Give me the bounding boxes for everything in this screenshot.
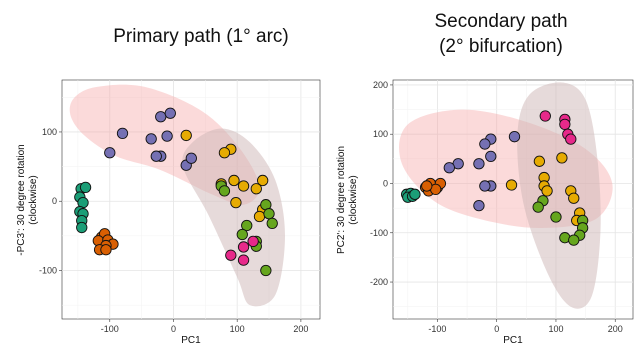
data-point-pink: [539, 110, 551, 122]
y-tick-label: -100: [370, 228, 388, 238]
data-point-yellow: [228, 174, 240, 187]
data-point-purple: [479, 138, 491, 150]
data-point-purple: [508, 131, 521, 143]
data-point-purple: [443, 162, 455, 174]
data-point-purple: [185, 152, 197, 164]
data-point-pink: [225, 249, 237, 261]
data-point-orange: [421, 180, 433, 192]
points-right: [400, 110, 589, 246]
data-point-yellow: [237, 180, 250, 192]
x-tick-label: 100: [230, 324, 245, 334]
data-point-purple: [473, 158, 485, 170]
x-axis-label-left: PC1: [181, 335, 201, 346]
data-point-purple: [164, 107, 176, 119]
data-point-purple: [479, 180, 491, 192]
data-point-pink: [565, 133, 577, 145]
x-tick-label: -100: [101, 324, 119, 334]
x-tick-label: 200: [608, 324, 623, 334]
x-tick-label: -100: [428, 324, 446, 334]
data-point-green: [218, 185, 231, 197]
data-point-green: [241, 219, 253, 232]
ellipses-right: [399, 82, 613, 309]
chart-title-left: Primary path (1° arc): [113, 26, 288, 47]
x-tick-label: 0: [171, 324, 176, 334]
data-point-green: [236, 228, 248, 241]
y-axis-label-left: -PC3': 30 degree rotation (clockwise): [16, 144, 39, 255]
data-point-yellow: [556, 152, 568, 164]
y-axis-label-left-line2: (clockwise): [28, 175, 39, 224]
x-axis-label-right: PC1: [503, 335, 523, 346]
data-point-yellow: [568, 192, 580, 204]
y-tick-label: 200: [373, 80, 388, 90]
x-ticks-left: -100 0 100 200: [101, 319, 308, 334]
chart-title-right-line1: Secondary path: [434, 11, 567, 32]
data-point-purple: [104, 147, 116, 159]
x-tick-label: 0: [494, 324, 499, 334]
y-tick-label: -200: [370, 277, 388, 287]
y-tick-label: 100: [42, 127, 57, 137]
points-left: [74, 107, 278, 277]
y-axis-label-right-line1: PC2': 30 degree rotation: [336, 146, 347, 254]
data-point-green: [568, 234, 580, 246]
confidence-ellipse-left-2: [182, 128, 285, 307]
y-tick-label: 0: [383, 178, 388, 188]
data-point-purple: [150, 150, 162, 162]
data-point-purple: [155, 111, 167, 123]
data-point-purple: [485, 150, 497, 163]
y-axis-label-left-line1: -PC3': 30 degree rotation: [16, 144, 27, 255]
data-point-teal: [76, 221, 88, 234]
data-point-purple: [145, 133, 157, 145]
data-point-teal: [79, 181, 92, 194]
ellipses-left: [69, 84, 285, 307]
data-point-orange: [100, 244, 112, 256]
data-point-green: [266, 217, 278, 230]
x-tick-label: 100: [548, 324, 563, 334]
data-point-green: [532, 201, 544, 213]
y-ticks-left: -100 0 100: [39, 127, 62, 276]
data-point-pink: [237, 254, 250, 266]
data-point-green: [263, 208, 275, 220]
data-point-yellow: [257, 174, 269, 187]
data-point-yellow: [505, 179, 518, 191]
data-point-purple: [473, 200, 485, 212]
data-point-yellow: [218, 147, 231, 159]
confidence-ellipse-right-2: [517, 82, 601, 309]
y-ticks-right: -200 -100 0 100 200: [370, 80, 393, 287]
data-point-yellow: [230, 196, 242, 209]
data-point-green: [550, 211, 562, 223]
data-point-purple: [116, 127, 129, 139]
y-tick-label: 0: [52, 196, 57, 206]
y-tick-label: 100: [373, 129, 388, 139]
x-tick-label: 200: [293, 324, 308, 334]
chart-title-right-line2: (2° bifurcation): [439, 36, 563, 57]
data-point-pink: [237, 241, 250, 253]
data-point-green: [260, 264, 272, 277]
y-axis-label-right-line2: (clockwise): [348, 175, 359, 224]
data-point-pink: [559, 118, 571, 131]
y-axis-label-right: PC2': 30 degree rotation (clockwise): [336, 146, 359, 254]
x-ticks-right: -100 0 100 200: [428, 319, 623, 334]
data-point-yellow: [533, 155, 546, 167]
data-point-yellow: [253, 210, 266, 223]
data-point-pink: [247, 235, 259, 248]
data-point-teal: [409, 188, 421, 200]
data-point-purple: [161, 130, 173, 142]
data-point-yellow: [541, 185, 553, 197]
data-point-yellow: [180, 129, 192, 142]
data-point-yellow: [250, 183, 262, 195]
y-tick-label: -100: [39, 266, 57, 276]
